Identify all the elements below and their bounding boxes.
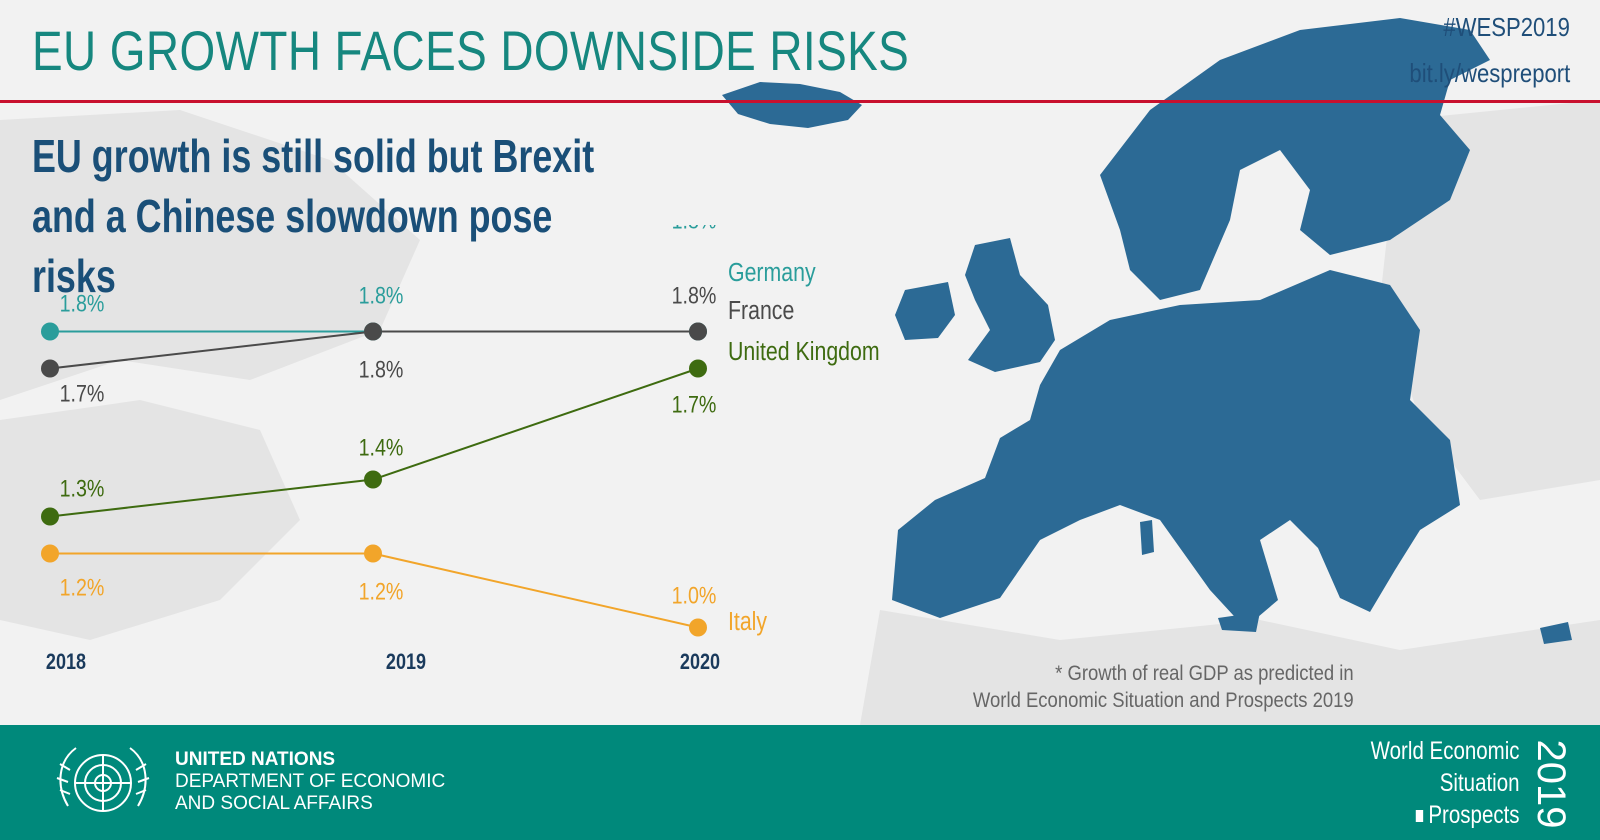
footnote: * Growth of real GDP as predicted in Wor… xyxy=(973,660,1354,714)
data-point-2-1 xyxy=(364,470,382,489)
x-tick-label-0: 2018 xyxy=(46,650,86,674)
data-label-1-2: 1.8% xyxy=(672,282,717,309)
data-label-3-2: 1.0% xyxy=(672,582,717,609)
wesp-line-2: Situation xyxy=(1440,769,1520,797)
header-divider xyxy=(0,100,1600,103)
growth-line-chart: 1.8% 1.8% 1.8% 1.7% 1.8% 1.8% 1.3% 1.4% 1.7% 1.2%… xyxy=(41,225,880,674)
page-title: EU GROWTH FACES DOWNSIDE RISKS xyxy=(32,19,910,82)
data-label-0-0: 1.8% xyxy=(60,290,105,317)
data-label-2-2: 1.7% xyxy=(672,391,717,418)
legend-label-2: United Kingdom xyxy=(728,337,880,367)
un-department-line-1: DEPARTMENT OF ECONOMIC xyxy=(175,771,446,792)
data-label-3-1: 1.2% xyxy=(359,578,404,605)
data-point-2-0 xyxy=(41,507,59,526)
wesp-line-3: Prospects xyxy=(1371,799,1520,831)
data-label-3-0: 1.2% xyxy=(60,574,105,601)
data-point-2-2 xyxy=(689,359,707,378)
wesp-logo-text: World Economic Situation Prospects xyxy=(1371,735,1520,831)
data-point-1-2 xyxy=(689,322,707,341)
europe-shape xyxy=(722,18,1572,644)
report-link[interactable]: bit.ly/wespreport xyxy=(1409,58,1570,88)
europe-map xyxy=(0,18,1600,725)
data-point-3-1 xyxy=(364,544,382,563)
data-label-1-1: 1.8% xyxy=(359,356,404,383)
data-label-2-1: 1.4% xyxy=(359,434,404,461)
data-point-1-1 xyxy=(364,322,382,341)
footnote-line-2: World Economic Situation and Prospects 2… xyxy=(973,689,1354,712)
x-tick-label-1: 2019 xyxy=(386,650,426,674)
footer: UNITED NATIONS DEPARTMENT OF ECONOMIC AN… xyxy=(0,725,1600,840)
legend-label-3: Italy xyxy=(728,607,767,637)
legend-label-0: Germany xyxy=(728,258,816,288)
un-name: UNITED NATIONS xyxy=(175,749,336,770)
data-label-1-0: 1.7% xyxy=(60,380,105,407)
x-tick-label-2: 2020 xyxy=(680,650,720,674)
un-emblem-icon xyxy=(56,747,150,812)
data-point-3-0 xyxy=(41,544,59,563)
wesp-year: 2019 xyxy=(1529,740,1573,829)
data-point-3-2 xyxy=(689,618,707,637)
data-label-2-0: 1.3% xyxy=(60,475,105,502)
wesp-line-3-text: Prospects xyxy=(1428,801,1520,829)
and-symbol-icon xyxy=(1416,810,1424,823)
wesp-line-1: World Economic xyxy=(1371,737,1520,765)
hashtag: #WESP2019 xyxy=(1443,12,1570,42)
data-point-0-0 xyxy=(41,322,59,341)
chart-subtitle: EU growth is still solid but Brexit and … xyxy=(32,130,595,302)
data-label-0-1: 1.8% xyxy=(359,282,404,309)
legend-label-1: France xyxy=(728,296,794,326)
un-department-line-2: AND SOCIAL AFFAIRS xyxy=(175,793,373,814)
wesp-year-logo: 2019 xyxy=(1529,740,1573,829)
footnote-line-1: * Growth of real GDP as predicted in xyxy=(1055,662,1354,685)
data-label-0-2: 1.8% xyxy=(672,225,717,234)
data-point-1-0 xyxy=(41,359,59,378)
